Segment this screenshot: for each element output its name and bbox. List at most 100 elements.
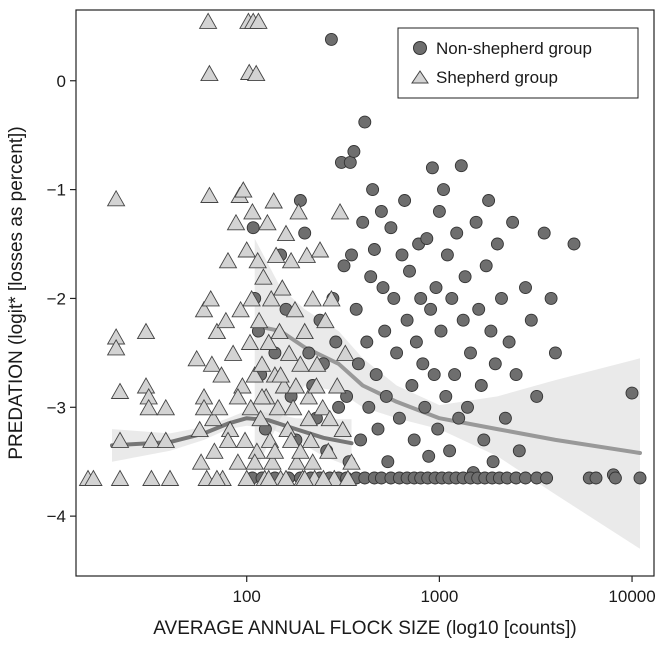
point-non-shepherd: [443, 444, 457, 458]
point-shepherd: [226, 213, 246, 231]
point-shepherd: [245, 366, 264, 383]
point-shepherd: [156, 398, 176, 416]
legend-box: [397, 27, 639, 99]
point-non-shepherd: [495, 291, 508, 305]
point-non-shepherd: [484, 324, 498, 338]
legend: Non-shepherd group Shepherd group: [397, 27, 639, 99]
point-shepherd: [261, 289, 281, 307]
point-non-shepherd: [351, 357, 365, 371]
point-non-shepherd: [589, 471, 603, 485]
point-shepherd: [212, 366, 231, 383]
point-shepherd: [228, 387, 248, 405]
point-shepherd: [297, 246, 317, 263]
point-shepherd: [234, 181, 253, 198]
point-non-shepherd: [298, 226, 312, 240]
point-non-shepherd: [530, 389, 544, 403]
point-non-shepherd: [354, 433, 368, 447]
point-non-shepherd: [407, 433, 421, 447]
point-shepherd: [327, 377, 347, 394]
point-non-shepherd: [567, 237, 581, 251]
point-non-shepherd: [392, 411, 406, 425]
point-shepherd: [264, 192, 283, 209]
confidence-band-shepherd-group: [112, 410, 352, 468]
point-non-shepherd: [374, 204, 388, 218]
point-non-shepherd: [540, 471, 554, 485]
point-non-shepherd: [379, 389, 393, 403]
point-non-shepherd: [458, 270, 472, 284]
point-non-shepherd: [524, 313, 538, 327]
point-non-shepherd: [512, 444, 526, 458]
point-non-shepherd: [439, 389, 453, 403]
point-non-shepherd: [364, 270, 378, 284]
point-non-shepherd: [445, 291, 459, 305]
point-shepherd: [314, 469, 333, 486]
point-non-shepherd: [358, 115, 372, 129]
point-shepherd: [258, 213, 277, 231]
x-tick-label: 1000: [420, 587, 458, 606]
point-non-shepherd: [349, 302, 363, 316]
point-shepherd: [313, 398, 332, 416]
point-shepherd: [249, 311, 269, 329]
point-non-shepherd: [474, 379, 488, 392]
point-shepherd: [336, 344, 355, 361]
point-non-shepherd: [395, 248, 409, 262]
point-non-shepherd: [456, 313, 470, 327]
point-non-shepherd: [452, 411, 466, 425]
point-shepherd: [274, 377, 294, 394]
point-shepherd: [139, 398, 158, 416]
y-axis-ticks: 0 −1 −2 −3 −4: [47, 72, 76, 526]
point-shepherd: [260, 431, 280, 448]
point-shepherd: [142, 431, 161, 448]
point-non-shepherd: [429, 281, 443, 295]
point-non-shepherd: [302, 346, 316, 360]
point-non-shepherd: [366, 183, 380, 197]
point-shepherd: [289, 202, 308, 220]
point-shepherd: [207, 469, 227, 486]
point-non-shepherd: [390, 346, 404, 360]
point-non-shepherd: [360, 335, 374, 349]
point-non-shepherd: [356, 215, 370, 229]
point-shepherd: [160, 469, 180, 486]
point-shepherd: [291, 355, 310, 372]
point-non-shepherd: [369, 368, 383, 382]
y-tick-label: 0: [57, 72, 66, 91]
point-shepherd: [263, 453, 282, 470]
point-shepherd: [203, 409, 223, 427]
point-shepherd: [268, 398, 288, 416]
legend-label-shepherd: Shepherd group: [436, 68, 558, 87]
point-shepherd: [218, 251, 238, 269]
point-shepherd: [142, 469, 161, 486]
point-shepherd: [303, 289, 322, 307]
point-non-shepherd: [454, 159, 468, 173]
point-non-shepherd: [422, 449, 436, 463]
point-shepherd: [202, 355, 222, 372]
point-shepherd: [110, 431, 130, 448]
point-shepherd: [286, 377, 306, 394]
point-non-shepherd: [424, 302, 438, 316]
point-shepherd: [200, 64, 219, 82]
point-shepherd: [187, 349, 206, 367]
point-shepherd: [299, 387, 319, 405]
point-non-shepherd: [337, 259, 351, 273]
point-shepherd: [330, 202, 350, 220]
point-shepherd: [106, 189, 126, 207]
point-shepherd: [228, 453, 248, 470]
point-shepherd: [156, 431, 176, 448]
point-shepherd: [136, 322, 156, 340]
point-non-shepherd: [362, 400, 376, 414]
point-non-shepherd: [488, 357, 502, 371]
point-shepherd: [237, 241, 256, 258]
point-shepherd: [106, 338, 126, 356]
point-shepherd: [218, 431, 238, 448]
point-non-shepherd: [506, 215, 520, 229]
legend-marker-non-shepherd: [413, 41, 427, 55]
point-shepherd: [299, 409, 319, 427]
point-non-shepherd: [378, 324, 392, 338]
point-non-shepherd: [472, 302, 486, 316]
point-non-shepherd: [376, 281, 390, 295]
point-non-shepherd: [400, 313, 414, 327]
point-shepherd: [322, 289, 341, 307]
point-non-shepherd: [384, 221, 398, 235]
point-shepherd: [201, 289, 220, 307]
